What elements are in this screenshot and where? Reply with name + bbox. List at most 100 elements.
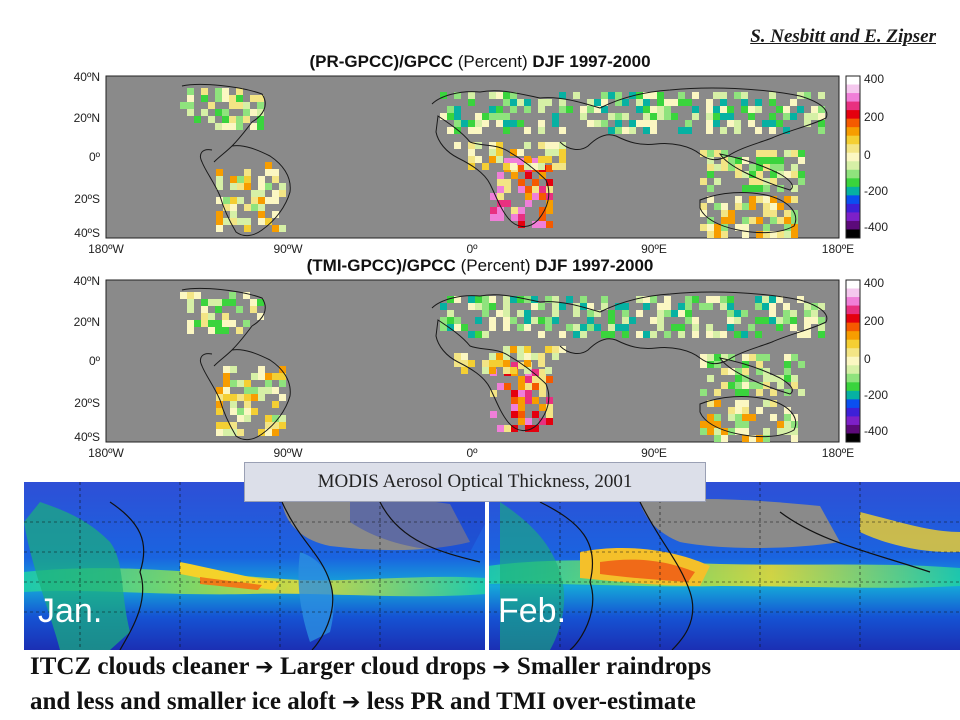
grid-cell	[777, 157, 784, 164]
grid-cell	[728, 210, 735, 217]
grid-cell	[797, 296, 804, 303]
grid-cell	[490, 411, 497, 418]
colorbar-swatch	[846, 365, 860, 375]
grid-cell	[784, 224, 791, 231]
grid-cell	[720, 331, 727, 338]
grid-cell	[482, 331, 489, 338]
grid-cell	[525, 383, 532, 390]
grid-cell	[755, 331, 762, 338]
grid-cell	[720, 127, 727, 134]
grid-cell	[258, 429, 265, 436]
grid-cell	[791, 421, 798, 428]
grid-cell	[468, 296, 475, 303]
grid-cell	[707, 354, 714, 361]
grid-cell	[678, 331, 685, 338]
grid-cell	[244, 387, 251, 394]
grid-cell	[236, 306, 243, 313]
grid-cell	[257, 102, 264, 109]
grid-cell	[216, 218, 223, 225]
grid-cell	[258, 176, 265, 183]
grid-cell	[490, 207, 497, 214]
grid-cell	[272, 225, 279, 232]
grid-cell	[187, 306, 194, 313]
coastline	[431, 291, 828, 365]
grid-cell	[279, 190, 286, 197]
grid-cell	[538, 353, 545, 360]
grid-cell	[742, 368, 749, 375]
grid-cell	[742, 224, 749, 231]
grid-cell	[222, 313, 229, 320]
colorbar-frame	[845, 279, 861, 443]
grid-cell	[587, 106, 594, 113]
grid-cell	[818, 331, 825, 338]
grid-cell	[749, 178, 756, 185]
grid-cell	[811, 303, 818, 310]
grid-cell	[559, 142, 566, 149]
grid-cell	[538, 331, 545, 338]
grid-cell	[532, 221, 539, 228]
grid-cell	[804, 303, 811, 310]
grid-cell	[272, 211, 279, 218]
grid-cell	[580, 331, 587, 338]
grid-cell	[727, 296, 734, 303]
grid-cell	[511, 158, 518, 165]
grid-cell	[776, 296, 783, 303]
pr-gpcc-map	[105, 75, 861, 239]
grid-cell	[707, 231, 714, 238]
grid-cell	[636, 106, 643, 113]
grid-cell	[776, 324, 783, 331]
grid-cell	[763, 428, 770, 435]
grid-cell	[769, 113, 776, 120]
grid-cell	[587, 324, 594, 331]
grid-cell	[721, 231, 728, 238]
colorbar-swatch	[846, 339, 860, 349]
grid-cell	[265, 429, 272, 436]
grid-cell	[629, 317, 636, 324]
colorbar-swatch	[846, 101, 860, 111]
grid-cell	[573, 324, 580, 331]
summary-text: ITCZ clouds cleaner ➔ Larger cloud drops…	[30, 650, 950, 720]
grid-cell	[763, 157, 770, 164]
grid-cell	[279, 380, 286, 387]
grid-cell	[594, 310, 601, 317]
grid-cell	[229, 299, 236, 306]
grid-cell	[258, 183, 265, 190]
grid-cell	[468, 156, 475, 163]
grid-cell	[552, 303, 559, 310]
grid-cell	[216, 225, 223, 232]
grid-cell	[721, 217, 728, 224]
grid-cell	[531, 317, 538, 324]
grid-cell	[244, 415, 251, 422]
grid-cell	[532, 425, 539, 432]
grid-cell	[762, 120, 769, 127]
grid-cell	[496, 360, 503, 367]
grid-cell	[559, 92, 566, 99]
grid-cell	[482, 360, 489, 367]
grid-cell	[180, 102, 187, 109]
coastline	[718, 357, 793, 395]
colorbar-swatch	[846, 169, 860, 179]
grid-cell	[714, 354, 721, 361]
colorbar-swatch	[846, 416, 860, 426]
grid-cell	[804, 324, 811, 331]
grid-cell	[714, 178, 721, 185]
grid-cell	[797, 331, 804, 338]
tmi-gpcc-panel: (TMI-GPCC)/GPCC (Percent) DJF 1997-2000 …	[0, 250, 960, 460]
grid-cell	[742, 435, 749, 442]
grid-cell	[735, 368, 742, 375]
grid-cell	[727, 317, 734, 324]
grid-cell	[454, 317, 461, 324]
grid-cell	[215, 109, 222, 116]
grid-cell	[818, 127, 825, 134]
grid-cell	[251, 190, 258, 197]
grid-cell	[629, 127, 636, 134]
grid-cell	[756, 157, 763, 164]
grid-cell	[222, 327, 229, 334]
colorbar-swatch	[846, 280, 860, 290]
coastline	[181, 287, 291, 441]
grid-cell	[720, 303, 727, 310]
colorbar-label: -200	[864, 184, 889, 198]
grid-cell	[532, 376, 539, 383]
grid-cell	[559, 331, 566, 338]
grid-cell	[657, 317, 664, 324]
